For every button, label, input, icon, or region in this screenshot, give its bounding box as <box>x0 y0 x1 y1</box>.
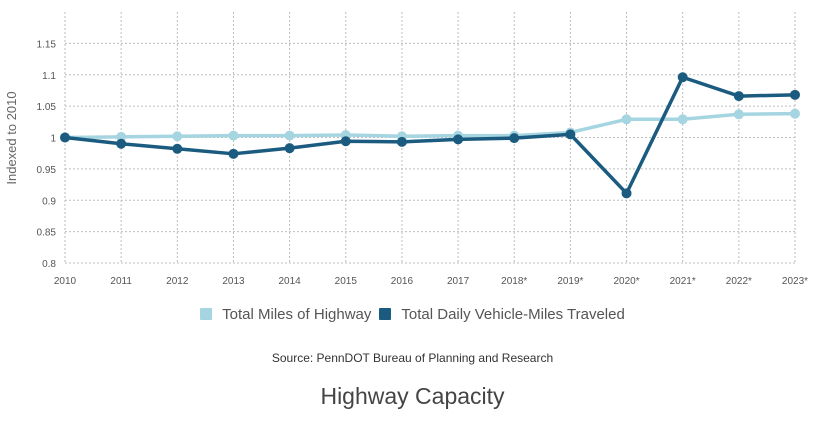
x-tick-label: 2021* <box>670 276 696 287</box>
x-tick-label: 2016 <box>391 276 414 287</box>
chart-source: Source: PennDOT Bureau of Planning and R… <box>271 351 554 365</box>
data-point-vehicle-miles[interactable] <box>509 133 520 144</box>
legend-item-vehicle-miles[interactable]: Total Daily Vehicle-Miles Traveled <box>379 305 625 323</box>
x-tick-label: 2017 <box>447 276 470 287</box>
y-tick-label: 1 <box>50 134 56 145</box>
x-tick-label: 2015 <box>335 276 358 287</box>
y-tick-label: 1.05 <box>37 102 57 113</box>
data-point-highway-miles[interactable] <box>172 131 183 142</box>
y-tick-labels: 0.8 0.85 0.9 0.95 1 1.05 1.1 1.15 <box>37 39 57 270</box>
legend-swatch-highway-miles <box>200 308 213 320</box>
x-tick-label: 2011 <box>110 276 132 287</box>
x-tick-label: 2023* <box>782 276 808 287</box>
series-line-highway-miles <box>64 111 796 140</box>
data-point-vehicle-miles[interactable] <box>228 148 239 159</box>
y-tick-label: 1.15 <box>37 39 57 50</box>
y-axis-title: Indexed to 2010 <box>4 91 19 184</box>
x-tick-label: 2018* <box>501 276 527 287</box>
series-layer <box>60 72 800 199</box>
data-point-vehicle-miles[interactable] <box>565 129 576 140</box>
data-point-vehicle-miles[interactable] <box>453 134 464 145</box>
x-tick-label: 2013 <box>222 276 245 287</box>
legend-item-highway-miles[interactable]: Total Miles of Highway <box>200 306 371 323</box>
data-point-vehicle-miles[interactable] <box>60 132 70 143</box>
data-point-highway-miles[interactable] <box>116 131 127 142</box>
data-point-highway-miles[interactable] <box>228 130 239 141</box>
data-point-vehicle-miles[interactable] <box>172 143 183 154</box>
data-point-highway-miles[interactable] <box>677 114 688 125</box>
x-tick-label: 2020* <box>613 276 639 287</box>
x-tick-label: 2010 <box>54 276 77 287</box>
y-tick-label: 0.95 <box>37 165 57 176</box>
data-point-vehicle-miles[interactable] <box>621 188 632 199</box>
chart-title: Highway Capacity <box>320 383 505 409</box>
legend-swatch-vehicle-miles <box>379 308 392 320</box>
data-point-vehicle-miles[interactable] <box>340 136 351 147</box>
legend-label-highway-miles: Total Miles of Highway <box>222 305 372 323</box>
data-point-highway-miles[interactable] <box>790 108 800 119</box>
legend-label-vehicle-miles: Total Daily Vehicle-Miles Traveled <box>401 305 625 323</box>
data-point-highway-miles[interactable] <box>733 109 744 120</box>
x-tick-label: 2022* <box>726 276 752 287</box>
y-tick-label: 1.1 <box>42 71 56 82</box>
y-tick-label: 0.8 <box>42 259 56 270</box>
data-point-vehicle-miles[interactable] <box>677 72 688 83</box>
data-point-vehicle-miles[interactable] <box>284 143 295 154</box>
y-tick-label: 0.85 <box>37 228 57 239</box>
data-point-vehicle-miles[interactable] <box>116 138 127 149</box>
x-tick-label: 2019* <box>557 276 583 287</box>
data-point-vehicle-miles[interactable] <box>396 136 407 147</box>
series-line-vehicle-miles <box>64 75 796 196</box>
x-tick-label: 2014 <box>278 276 301 287</box>
legend: Total Miles of Highway Total Daily Vehic… <box>0 300 825 328</box>
x-tick-label: 2012 <box>166 276 189 287</box>
y-tick-label: 0.9 <box>42 196 56 207</box>
data-point-vehicle-miles[interactable] <box>790 89 800 100</box>
data-point-highway-miles[interactable] <box>284 130 295 141</box>
data-point-highway-miles[interactable] <box>621 114 632 125</box>
data-point-vehicle-miles[interactable] <box>733 91 744 102</box>
x-tick-labels: 2010 2011 2012 2013 2014 2015 2016 2017 2018* 201… <box>54 276 808 287</box>
